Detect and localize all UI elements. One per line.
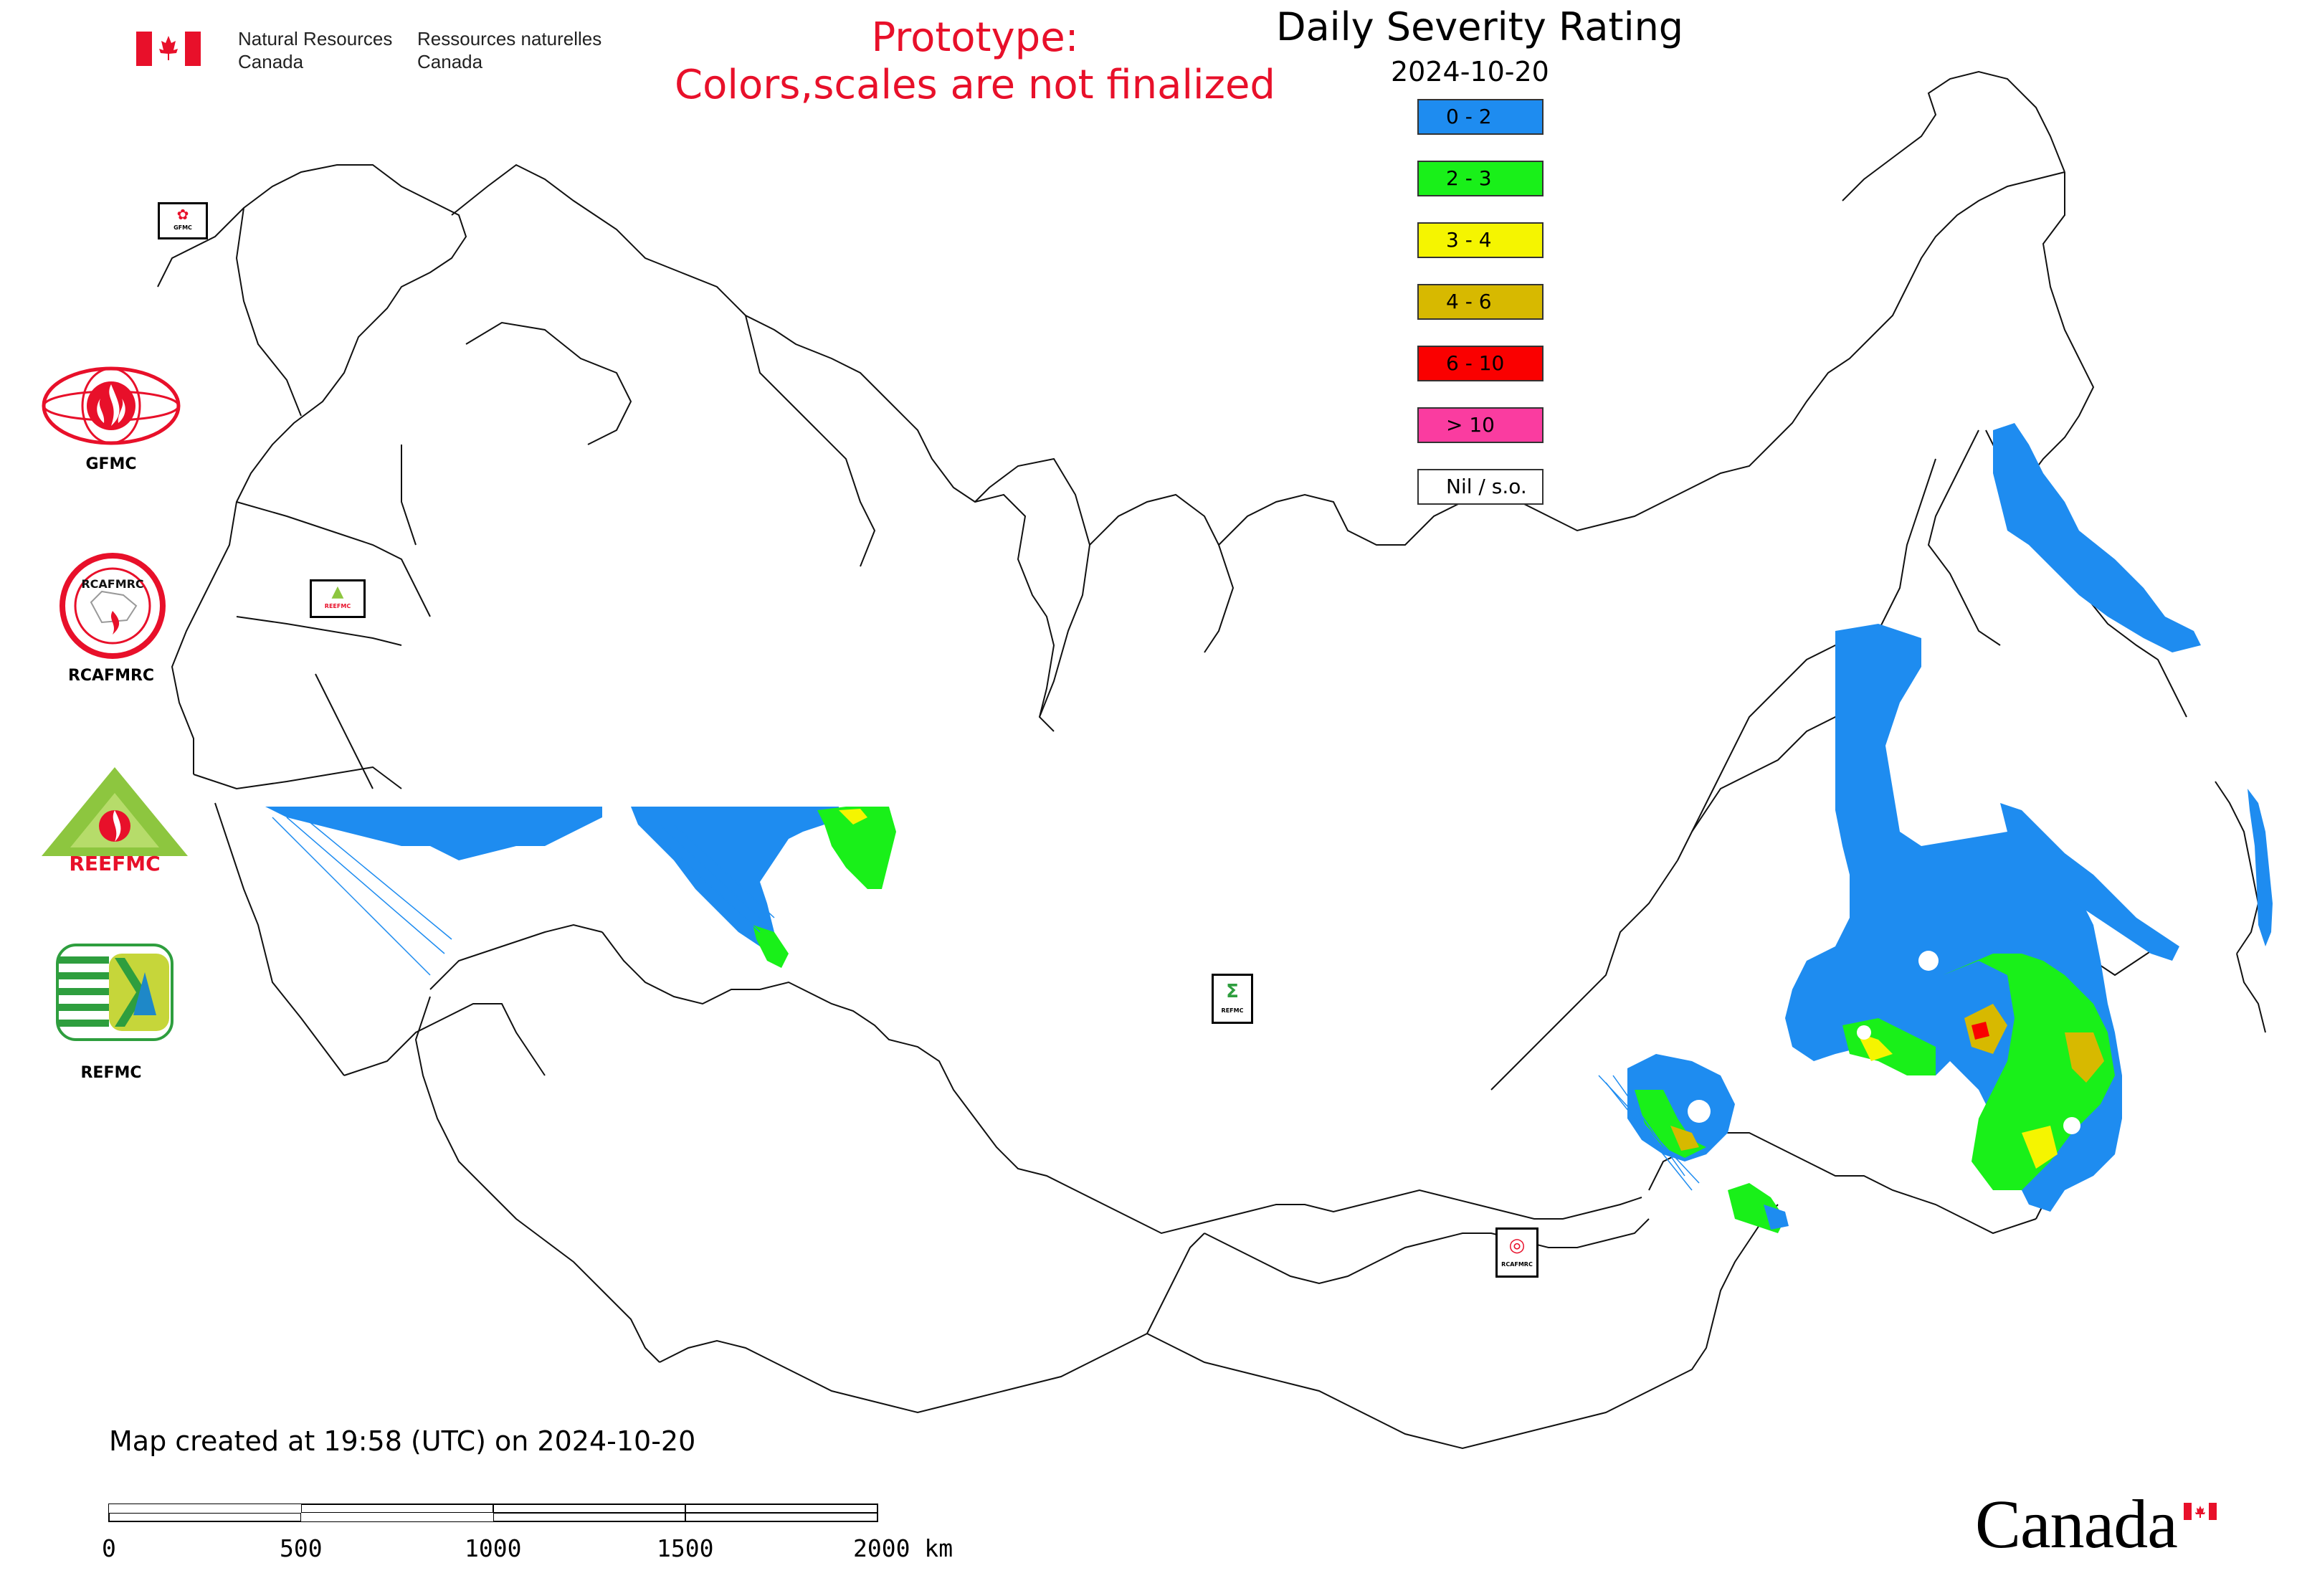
gfmc-logo-icon	[42, 366, 181, 445]
reefmc-logo-icon: REEFMC	[42, 767, 188, 875]
prototype-heading: Prototype:	[871, 14, 1079, 61]
canada-wordmark: Canada	[1975, 1486, 2178, 1562]
reefmc-wordmark: REEFMC	[69, 852, 160, 875]
rcafmrc-marker-icon: ◎	[1508, 1235, 1526, 1256]
legend-item-6-10: 6 - 10	[1417, 346, 1544, 381]
refmc-marker[interactable]: Σ REFMC	[1212, 974, 1253, 1024]
prototype-note: Colors,scales are not finalized	[675, 62, 1275, 108]
refmc-label: REFMC	[80, 1064, 142, 1082]
map-created-timestamp: Map created at 19:58 (UTC) on 2024-10-20	[109, 1425, 696, 1457]
canada-flag-icon	[136, 32, 201, 66]
dept-name-fr: Ressources naturelles Canada	[417, 27, 601, 73]
dept-name-fr-line1: Ressources naturelles	[417, 28, 602, 49]
refmc-marker-label: REFMC	[1221, 1007, 1244, 1014]
legend-item-gt-10: > 10	[1417, 407, 1544, 443]
scale-tick-0: 0	[102, 1534, 116, 1562]
scale-tick-1000: 1000	[465, 1534, 522, 1562]
rcafmrc-marker[interactable]: ◎ RCAFMRC	[1495, 1227, 1538, 1278]
map-title: Daily Severity Rating	[1276, 4, 1684, 49]
dept-name-en-line2: Canada	[238, 51, 304, 72]
scale-tick-500: 500	[280, 1534, 323, 1562]
legend-item-3-4: 3 - 4	[1417, 222, 1544, 258]
country-borders	[157, 70, 2266, 1450]
legend-item-2-3: 2 - 3	[1417, 161, 1544, 196]
legend-item-nil: Nil / s.o.	[1417, 469, 1544, 505]
nil-dots	[1688, 951, 2080, 1134]
reefmc-marker-label: REEFMC	[324, 603, 351, 609]
reefmc-marker[interactable]: ▲ REEFMC	[310, 579, 366, 618]
legend-item-4-6: 4 - 6	[1417, 284, 1544, 320]
legend-item-0-2: 0 - 2	[1417, 99, 1544, 135]
gfmc-label: GFMC	[85, 455, 137, 473]
rcafmrc-logo-icon: RCAFMRC	[60, 553, 166, 659]
refmc-marker-icon: Σ	[1226, 981, 1239, 1002]
dept-name-fr-line2: Canada	[417, 51, 483, 72]
canada-wordmark-flag-icon	[2184, 1503, 2217, 1520]
map-date: 2024-10-20	[1391, 56, 1549, 87]
dept-name-en-line1: Natural Resources	[238, 28, 393, 49]
reefmc-marker-icon: ▲	[331, 583, 344, 601]
gfmc-marker[interactable]: ✿ GFMC	[158, 202, 208, 239]
gfmc-marker-icon: ✿	[176, 206, 189, 223]
raster-streaks	[272, 817, 1700, 1191]
refmc-logo-icon	[56, 944, 173, 1041]
severity-raster	[265, 423, 2273, 1233]
rcafmrc-label: RCAFMRC	[67, 667, 155, 685]
scale-tick-1500: 1500	[657, 1534, 714, 1562]
rcafmrc-marker-label: RCAFMRC	[1501, 1261, 1533, 1268]
gfmc-marker-label: GFMC	[173, 224, 192, 231]
dept-name-en: Natural Resources Canada	[238, 27, 392, 73]
rcafmrc-wordmark: RCAFMRC	[81, 577, 143, 591]
scale-bar	[108, 1504, 878, 1522]
scale-tick-2000-km: 2000 km	[853, 1534, 953, 1562]
